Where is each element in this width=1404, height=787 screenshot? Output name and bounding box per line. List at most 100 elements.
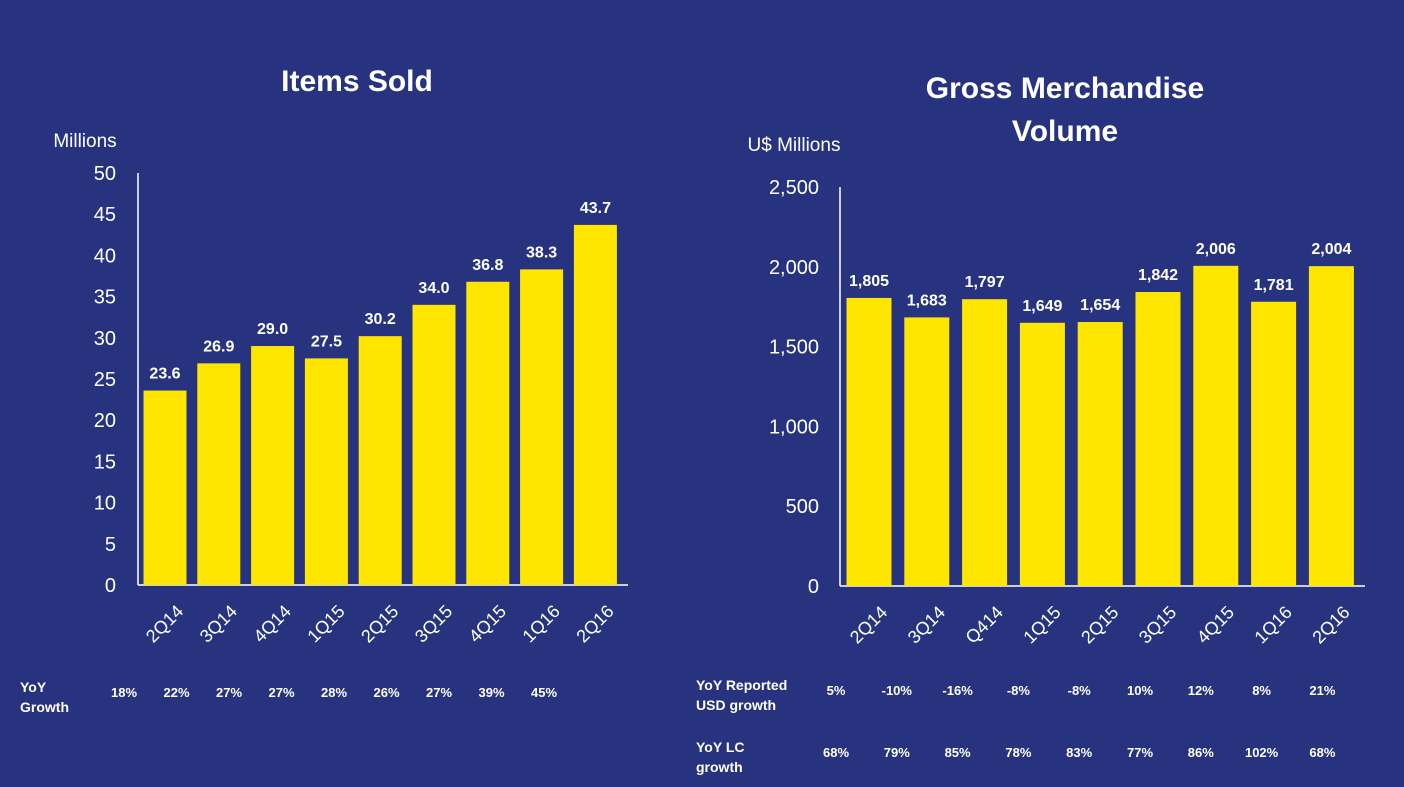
items-data-label: 26.9: [203, 338, 234, 355]
gmv-growth-row-label: USD growth: [696, 697, 776, 713]
gmv-y-axis-unit: U$ Millions: [748, 135, 841, 156]
items-x-tick-label: 4Q14: [250, 601, 295, 646]
items-bar: [466, 281, 510, 585]
items-y-tick-label: 30: [94, 328, 116, 350]
gmv-data-label: 1,797: [965, 274, 1005, 291]
gmv-data-label: 1,683: [907, 292, 947, 309]
gmv-growth-value: 77%: [1127, 745, 1153, 760]
gmv-y-tick-label: 2,000: [769, 257, 819, 279]
gmv-bar: [1019, 322, 1065, 586]
gmv-chart-title: Volume: [1012, 115, 1118, 148]
gmv-data-label: 1,649: [1022, 298, 1062, 315]
gmv-data-label: 1,842: [1138, 267, 1178, 284]
items-y-tick-label: 5: [105, 534, 116, 556]
items-growth-value: 27%: [426, 685, 452, 700]
items-y-axis-unit: Millions: [53, 131, 116, 152]
gmv-data-label: 1,781: [1254, 277, 1294, 294]
items-growth-value: 26%: [373, 685, 399, 700]
gmv-y-tick-label: 2,500: [769, 177, 819, 199]
items-data-label: 29.0: [257, 321, 288, 338]
items-data-label: 43.7: [580, 200, 611, 217]
items-data-label: 30.2: [365, 311, 396, 328]
gmv-bar: [904, 317, 950, 586]
gmv-growth-value: 10%: [1127, 683, 1153, 698]
gmv-data-label: 1,805: [849, 273, 889, 290]
items-data-label: 36.8: [472, 257, 503, 274]
gmv-growth-value: 68%: [823, 745, 849, 760]
gmv-growth-row-label: growth: [696, 759, 743, 775]
gmv-bar: [1135, 292, 1181, 586]
gmv-growth-value: 85%: [945, 745, 971, 760]
items-data-label: 38.3: [526, 244, 557, 261]
items-x-tick-label: 3Q14: [196, 601, 241, 646]
gmv-data-label: 2,006: [1196, 241, 1236, 258]
gmv-growth-value: 5%: [827, 683, 846, 698]
gmv-x-tick-label: 4Q15: [1193, 602, 1238, 647]
gmv-growth-value: 79%: [884, 745, 910, 760]
items-growth-value: 28%: [321, 685, 347, 700]
items-x-tick-label: 3Q15: [411, 601, 456, 646]
gmv-x-tick-label: 2Q16: [1308, 602, 1353, 647]
gmv-y-tick-label: 0: [808, 576, 819, 598]
gmv-growth-value: 8%: [1252, 683, 1271, 698]
items-x-tick-label: 2Q15: [357, 601, 402, 646]
gmv-bar: [846, 297, 892, 586]
gmv-growth-row-label: YoY LC: [696, 739, 745, 755]
items-y-tick-label: 0: [105, 575, 116, 597]
items-y-tick-label: 20: [94, 410, 116, 432]
gmv-y-tick-label: 500: [786, 496, 819, 518]
gmv-x-tick-label: 1Q16: [1251, 602, 1296, 647]
items-x-tick-label: 2Q14: [142, 601, 187, 646]
gmv-x-tick-label: 1Q15: [1019, 602, 1064, 647]
items-bar: [520, 269, 564, 585]
gmv-y-tick-label: 1,500: [769, 337, 819, 359]
items-growth-value: 18%: [111, 685, 137, 700]
items-x-tick-label: 4Q15: [465, 601, 510, 646]
gmv-bar: [1193, 265, 1239, 586]
items-bar: [573, 224, 617, 586]
items-y-tick-label: 35: [94, 287, 116, 309]
gmv-growth-value: 86%: [1188, 745, 1214, 760]
items-bar: [143, 390, 187, 585]
items-growth-row-label: YoY: [20, 679, 47, 695]
gmv-growth-value: 102%: [1245, 745, 1279, 760]
gmv-chart: Gross Merchandise Volume U$ Millions 0 500 1,…: [696, 72, 1365, 775]
gmv-y-tick-label: 1,000: [769, 416, 819, 438]
gmv-growth-row-label: YoY Reported: [696, 677, 787, 693]
gmv-chart-title: Gross Merchandise: [926, 72, 1204, 105]
gmv-growth-value: 12%: [1188, 683, 1214, 698]
gmv-data-label: 1,654: [1080, 297, 1120, 314]
items-bar: [251, 346, 295, 585]
items-data-label: 34.0: [418, 280, 449, 297]
gmv-bar: [962, 299, 1008, 586]
items-x-tick-label: 2Q16: [572, 601, 617, 646]
items-y-tick-label: 50: [94, 163, 116, 185]
items-data-label: 27.5: [311, 333, 342, 350]
gmv-growth-value: 83%: [1066, 745, 1092, 760]
items-y-tick-label: 40: [94, 245, 116, 267]
items-data-label: 23.6: [149, 366, 180, 383]
gmv-growth-value: -16%: [942, 683, 973, 698]
gmv-growth-value: 68%: [1309, 745, 1335, 760]
gmv-growth-value: 21%: [1309, 683, 1335, 698]
gmv-growth-value: 78%: [1005, 745, 1031, 760]
items-growth-value: 27%: [268, 685, 294, 700]
items-x-tick-label: 1Q16: [519, 601, 564, 646]
gmv-x-tick-label: Q414: [962, 602, 1007, 647]
gmv-growth-value: -8%: [1068, 683, 1092, 698]
items-bar: [197, 363, 241, 585]
items-x-tick-label: 1Q15: [303, 601, 348, 646]
items-y-tick-label: 45: [94, 204, 116, 226]
items-bar: [358, 336, 402, 585]
items-growth-value: 27%: [216, 685, 242, 700]
items-growth-value: 22%: [163, 685, 189, 700]
items-y-tick-label: 25: [94, 369, 116, 391]
gmv-x-tick-label: 2Q15: [1077, 602, 1122, 647]
items-growth-value: 45%: [531, 685, 557, 700]
gmv-growth-value: -8%: [1007, 683, 1031, 698]
items-growth-value: 39%: [478, 685, 504, 700]
gmv-x-tick-label: 2Q14: [846, 602, 891, 647]
gmv-x-tick-label: 3Q14: [904, 602, 949, 647]
items-bar: [304, 358, 348, 585]
